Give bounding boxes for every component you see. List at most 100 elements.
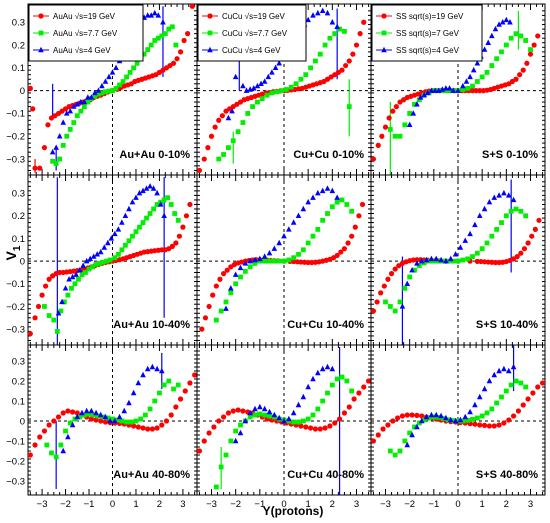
- data-point: [359, 201, 366, 208]
- data-point: [295, 401, 302, 408]
- data-point: [121, 407, 128, 414]
- data-point: [252, 261, 258, 266]
- legend-label: SS sqrt(s)=19 GeV: [396, 12, 464, 21]
- data-point: [409, 412, 415, 418]
- data-point: [423, 256, 430, 263]
- data-point: [119, 418, 125, 424]
- data-point: [470, 254, 475, 259]
- data-point: [477, 88, 483, 94]
- data-point: [183, 213, 190, 219]
- data-point: [171, 386, 176, 392]
- data-point: [262, 412, 268, 418]
- panel-label: Au+Au 10-40%: [113, 319, 190, 331]
- data-point: [232, 73, 239, 80]
- data-point: [269, 69, 275, 75]
- data-point: [177, 396, 184, 402]
- x-tick-label: −3: [380, 499, 391, 510]
- data-point: [286, 257, 292, 263]
- data-point: [412, 424, 417, 430]
- data-point: [145, 426, 151, 432]
- data-point: [28, 331, 33, 337]
- data-point: [520, 402, 526, 408]
- data-point: [339, 67, 345, 73]
- data-point: [88, 416, 94, 422]
- data-point: [310, 12, 316, 18]
- data-point: [535, 384, 541, 390]
- data-point: [180, 224, 186, 230]
- data-point: [520, 67, 526, 73]
- data-point: [261, 78, 268, 84]
- data-point: [131, 65, 137, 71]
- data-point: [531, 42, 537, 48]
- data-point: [53, 144, 59, 150]
- data-point: [462, 413, 469, 420]
- data-point: [225, 410, 232, 416]
- data-point: [228, 290, 234, 296]
- data-point: [155, 35, 161, 41]
- data-point: [513, 31, 519, 37]
- data-point: [525, 240, 531, 246]
- data-point: [315, 227, 321, 232]
- x-tick-label: 0: [455, 499, 460, 510]
- data-point: [334, 252, 340, 259]
- data-point: [521, 246, 528, 252]
- legend-label: CuCu √s=19 GeV: [222, 12, 286, 21]
- series-green: [383, 206, 529, 314]
- data-point: [421, 417, 427, 423]
- data-point: [332, 420, 338, 426]
- data-point: [242, 260, 249, 266]
- data-point: [74, 410, 80, 416]
- data-point: [208, 133, 215, 139]
- data-point: [486, 199, 493, 205]
- plot-area: [371, 345, 545, 458]
- data-point: [101, 244, 108, 250]
- data-point: [324, 9, 331, 16]
- data-point: [496, 422, 502, 428]
- data-point: [387, 304, 393, 309]
- data-point: [279, 88, 284, 94]
- data-point: [291, 419, 297, 425]
- data-point: [457, 244, 464, 250]
- data-point: [499, 19, 506, 25]
- data-point: [63, 428, 68, 434]
- data-point: [144, 12, 151, 18]
- data-point: [276, 60, 282, 66]
- data-point: [93, 417, 99, 423]
- panel-4: −0.3 −0.2 −0.1 0 0.1 0.2 0.3 Au+Au 10-40%: [6, 174, 198, 346]
- series-blue: [406, 16, 513, 128]
- data-point: [496, 192, 502, 198]
- data-point: [385, 276, 391, 282]
- data-point: [446, 85, 453, 91]
- data-point: [166, 26, 172, 32]
- data-point: [147, 183, 153, 189]
- data-point: [220, 414, 227, 420]
- data-point: [81, 104, 87, 109]
- plot-area: [371, 179, 542, 345]
- data-point: [450, 258, 456, 264]
- data-point: [115, 226, 122, 232]
- data-point: [508, 382, 514, 388]
- x-tick-label: −1: [254, 499, 265, 510]
- data-point: [102, 413, 109, 420]
- data-point: [433, 411, 440, 418]
- data-point: [472, 421, 478, 427]
- data-point: [518, 250, 524, 256]
- data-point: [166, 378, 172, 384]
- data-point: [382, 124, 389, 130]
- data-point: [507, 19, 513, 25]
- data-point: [72, 281, 78, 287]
- data-point: [177, 49, 184, 55]
- data-point: [392, 133, 398, 139]
- data-point: [438, 256, 444, 263]
- y-tick-label: 0.1: [12, 63, 25, 74]
- data-point: [523, 384, 529, 390]
- data-point: [226, 145, 231, 151]
- data-point: [154, 365, 160, 372]
- data-point: [371, 438, 377, 444]
- data-point: [506, 417, 512, 423]
- panel-9: −3 −2 −1 0 1 2 3 S+S 40-80%: [370, 344, 546, 510]
- data-point: [460, 87, 466, 92]
- data-point: [262, 258, 268, 264]
- data-point: [158, 367, 165, 374]
- data-point: [341, 246, 348, 252]
